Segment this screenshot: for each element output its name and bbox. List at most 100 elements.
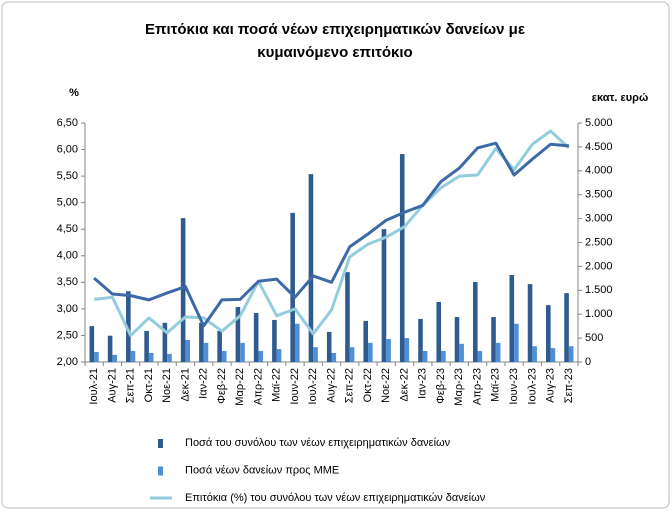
y2-tick-label: 1.500	[585, 284, 613, 296]
x-tick-label: Αυγ-21	[106, 368, 118, 403]
x-tick-label: Μαρ-23	[453, 368, 465, 406]
y-tick-label: 5,00	[57, 197, 78, 209]
x-tick-label: Ιουν-23	[508, 368, 520, 405]
bar	[509, 275, 515, 362]
bar	[399, 154, 405, 362]
x-tick-label: Μαρ-22	[234, 368, 246, 406]
bar	[217, 330, 222, 362]
y2-tick-label: 1.000	[585, 308, 613, 320]
bar	[313, 347, 318, 362]
x-tick-label: Δεκ-22	[398, 368, 410, 402]
y-tick-label: 3,00	[57, 303, 78, 315]
y-axis-label: %	[69, 87, 79, 99]
bar	[345, 272, 350, 362]
x-tick-label: Μαϊ-23	[490, 368, 502, 402]
bar	[112, 354, 117, 362]
y2-tick-label: 2.000	[585, 260, 613, 272]
legend-label: Επιτόκια (%) του συνόλου των νέων επιχει…	[185, 492, 486, 504]
bar	[258, 351, 264, 362]
bar	[308, 174, 314, 362]
bar	[454, 317, 460, 362]
bar	[167, 353, 172, 362]
bar	[130, 351, 136, 362]
bar	[221, 351, 227, 362]
bar	[550, 348, 556, 362]
x-tick-label: Νοε-22	[380, 368, 392, 403]
bar	[404, 338, 410, 362]
y2-tick-label: 3.000	[585, 213, 613, 225]
legend-label: Ποσά του συνόλου των νέων επιχειρηματικώ…	[185, 437, 451, 449]
bar	[235, 307, 241, 362]
y-tick-label: 6,50	[57, 117, 78, 129]
bar	[148, 352, 154, 362]
y-tick-label: 2,50	[57, 329, 78, 341]
y2-tick-label: 3.500	[585, 189, 613, 201]
x-tick-label: Φεβ-23	[435, 368, 447, 404]
y-tick-label: 6,00	[57, 143, 78, 155]
x-tick-label: Ιαν-22	[198, 368, 210, 399]
bar	[532, 346, 537, 362]
bar	[491, 317, 496, 362]
bar	[203, 342, 209, 362]
bar	[436, 302, 442, 362]
y2-axis-label: εκατ. ευρώ	[592, 92, 649, 104]
x-tick-label: Σεπ-22	[344, 368, 356, 403]
bar	[180, 218, 186, 362]
bar	[546, 305, 551, 362]
bar	[107, 335, 113, 362]
y-tick-label: 3,50	[57, 276, 78, 288]
bar	[495, 342, 501, 362]
y-tick-label: 5,50	[57, 170, 78, 182]
x-tick-label: Αυγ-22	[325, 368, 337, 403]
bar	[126, 291, 131, 362]
x-tick-label: Ιουλ-21	[88, 368, 100, 405]
bar	[349, 347, 355, 362]
x-tick-label: Δεκ-21	[179, 368, 191, 402]
bar	[422, 351, 428, 362]
x-tick-label: Σεπ-21	[125, 368, 137, 403]
bar	[514, 323, 519, 362]
chart-title: Επιτόκια και ποσά νέων επιχειρηματικών δ…	[145, 21, 525, 38]
x-tick-label: Αυγ-23	[545, 368, 557, 403]
bar	[276, 349, 282, 362]
y-tick-label: 4,50	[57, 223, 78, 235]
x-tick-label: Οκτ-22	[362, 368, 374, 402]
bar	[363, 320, 369, 362]
bar	[89, 326, 95, 362]
y2-tick-label: 5.000	[585, 117, 613, 129]
bar	[477, 351, 483, 362]
y2-tick-label: 500	[585, 332, 603, 344]
bar	[418, 318, 423, 362]
y2-tick-label: 4.000	[585, 165, 613, 177]
y2-tick-label: 0	[585, 356, 591, 368]
x-tick-label: Ιουλ-22	[307, 368, 319, 405]
bar	[472, 281, 478, 362]
bar	[144, 330, 149, 362]
bar	[162, 322, 168, 362]
legend-label: Ποσά νέων δανείων προς ΜΜΕ	[185, 464, 339, 476]
bar	[459, 343, 464, 362]
bar	[294, 323, 300, 362]
bar	[185, 340, 191, 362]
y2-tick-label: 4.500	[585, 141, 613, 153]
bar	[564, 293, 569, 362]
x-tick-label: Ιουλ-23	[526, 368, 538, 405]
line	[93, 141, 570, 328]
y-tick-label: 2,00	[57, 356, 78, 368]
bar	[240, 342, 245, 362]
line	[93, 129, 570, 337]
x-tick-label: Νοε-21	[161, 368, 173, 403]
bar	[272, 319, 277, 362]
bar	[199, 322, 204, 362]
x-tick-label: Απρ-22	[252, 368, 264, 405]
y2-tick-label: 2.500	[585, 236, 613, 248]
legend-swatch	[158, 439, 163, 448]
bar	[568, 346, 574, 362]
bar	[386, 339, 391, 362]
bar	[94, 351, 99, 362]
bar	[253, 313, 259, 362]
x-tick-label: Μαϊ-22	[271, 368, 283, 402]
bar	[326, 331, 332, 362]
